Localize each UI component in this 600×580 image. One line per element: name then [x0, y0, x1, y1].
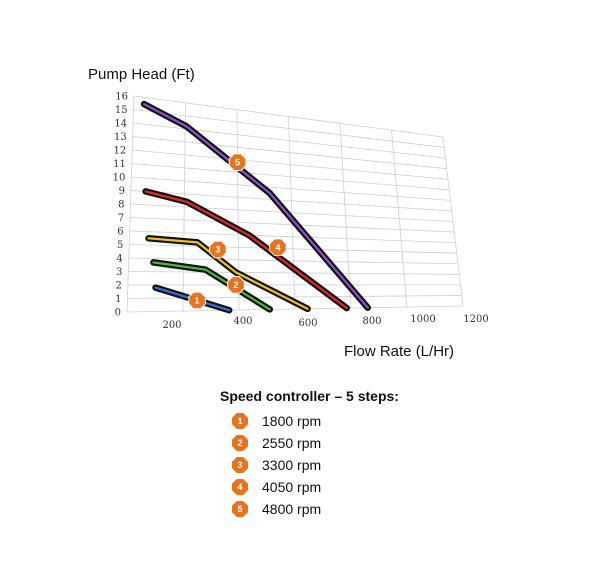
legend-label: 3300 rpm: [262, 457, 322, 473]
svg-text:4: 4: [275, 242, 280, 252]
grid-line-v: [182, 102, 186, 312]
x-tick-label: 1200: [463, 314, 488, 325]
curve-2: [150, 259, 274, 313]
grid-line-v: [288, 116, 296, 310]
legend-badge: 1: [232, 413, 248, 429]
y-tick-label: 9: [119, 186, 125, 197]
legend: Speed controller – 5 steps: 1 1800 rpm 2 25…: [220, 388, 399, 520]
grid-line-v: [391, 130, 408, 308]
legend-label: 4800 rpm: [262, 501, 322, 517]
y-tick-label: 15: [115, 105, 128, 116]
y-tick-label: 12: [114, 146, 127, 157]
legend-title: Speed controller – 5 steps:: [220, 388, 399, 404]
legend-badge: 3: [232, 457, 248, 473]
curve-marker-5: 5: [228, 153, 247, 172]
curve-4: [142, 188, 351, 312]
y-tick-label: 4: [116, 254, 122, 265]
legend-item: 4 4050 rpm: [232, 476, 399, 498]
x-tick-label: 200: [162, 320, 181, 331]
legend-badge: 4: [232, 479, 248, 495]
curve-5: [140, 100, 372, 311]
legend-label: 4050 rpm: [262, 479, 322, 495]
x-tick-label: 600: [298, 318, 317, 329]
legend-badge: 2: [232, 435, 248, 451]
curve-marker-3: 3: [209, 240, 227, 259]
grid-line-v: [126, 95, 135, 313]
curve-marker-2: 2: [227, 276, 245, 294]
svg-text:5: 5: [235, 157, 240, 167]
y-tick-label: 3: [116, 267, 122, 278]
curve-marker-4: 4: [269, 238, 287, 256]
curves: [140, 100, 372, 314]
x-tick-label: 800: [362, 316, 381, 327]
x-axis-label: Flow Rate (L/Hr): [344, 343, 455, 360]
legend-item: 1 1800 rpm: [232, 410, 399, 432]
y-tick-label: 10: [113, 173, 126, 184]
legend-badge: 5: [232, 501, 248, 517]
svg-text:3: 3: [215, 245, 220, 255]
y-tick-label: 1: [115, 294, 121, 305]
y-tick-label: 6: [117, 227, 123, 238]
y-tick-label: 13: [114, 132, 127, 143]
legend-label: 1800 rpm: [262, 413, 322, 429]
y-tick-label: 0: [115, 308, 121, 319]
grid: [126, 95, 464, 313]
x-tick-label: 400: [233, 316, 252, 327]
svg-text:2: 2: [233, 280, 238, 290]
grid-line-v: [339, 123, 352, 309]
y-tick-label: 16: [115, 92, 128, 103]
x-tick-label: 1000: [410, 314, 435, 325]
grid-line-v: [442, 136, 464, 307]
legend-item: 2 2550 rpm: [232, 432, 399, 454]
curve-marker-1: 1: [188, 291, 206, 310]
legend-item: 3 3300 rpm: [232, 454, 399, 476]
y-tick-label: 8: [118, 200, 124, 211]
y-tick-label: 2: [116, 281, 122, 292]
y-tick-label: 14: [114, 119, 127, 130]
legend-item: 5 4800 rpm: [232, 498, 399, 520]
curve-markers: 1 2 3 4 5: [188, 153, 287, 310]
x-tick-labels: 200 400 600 800 1000 1200: [162, 314, 488, 331]
y-tick-label: 7: [118, 213, 124, 224]
y-axis-label: Pump Head (Ft): [88, 66, 195, 83]
svg-text:1: 1: [195, 296, 200, 306]
y-tick-label: 11: [113, 159, 126, 170]
y-tick-label: 5: [117, 240, 123, 251]
legend-label: 2550 rpm: [262, 435, 322, 451]
